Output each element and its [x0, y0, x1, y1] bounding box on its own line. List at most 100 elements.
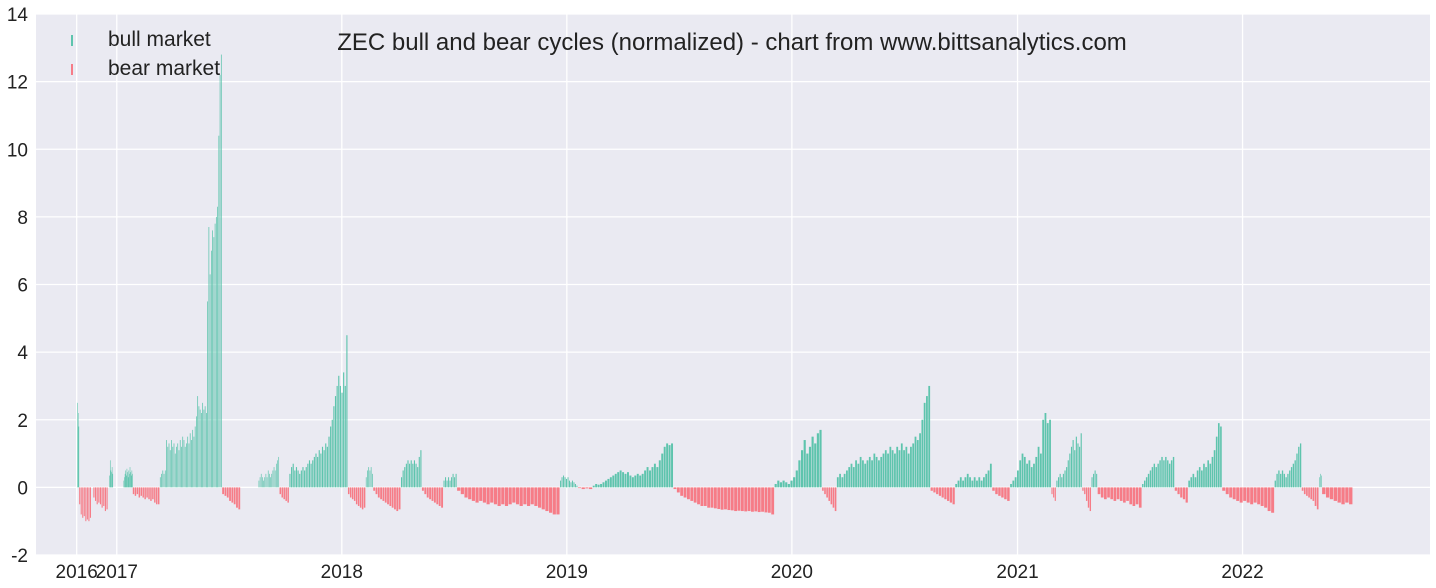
bull-bar-12-38: [923, 402, 926, 488]
bull-bar-4-2: [260, 473, 262, 488]
bear-bar-10-10: [707, 487, 711, 508]
bull-bar-11-10: [800, 450, 804, 488]
bear-bar-20-6: [1345, 487, 1349, 503]
bull-bar-5-5: [297, 470, 299, 488]
bear-bar-10-7: [697, 487, 700, 505]
bull-bar-12-35: [916, 440, 919, 488]
bull-bar-12-23: [889, 446, 892, 488]
bull-bar-17-13: [1167, 460, 1169, 488]
bear-bar-15-0: [1082, 487, 1084, 491]
bull-bar-4-5: [264, 477, 266, 488]
bull-bar-16-2: [1094, 470, 1096, 488]
bull-bar-2-9: [129, 473, 130, 488]
bull-bar-8-4: [449, 480, 451, 488]
bull-bar-5-35: [346, 335, 348, 488]
bear-bar-8-7: [482, 487, 487, 503]
bull-bar-18-11: [1211, 456, 1214, 488]
bull-bar-3-0: [159, 477, 161, 488]
bear-bar-18-9: [1253, 487, 1257, 503]
bull-bar-1-2: [110, 470, 112, 488]
bull-bar-14-10: [1033, 463, 1035, 488]
bear-bar-8-8: [486, 487, 490, 505]
bear-bar-13-1: [995, 487, 998, 495]
bull-bar-12-27: [898, 450, 901, 488]
bull-bar-3-32: [199, 409, 201, 488]
bull-bar-18-4: [1196, 470, 1199, 488]
bull-bar-4-13: [273, 467, 275, 488]
bear-bar-6-8: [391, 487, 394, 508]
y-tick-label-0: -2: [11, 546, 28, 567]
bull-bar-4-3: [262, 477, 263, 488]
bear-bar-12-6: [947, 487, 950, 501]
bull-bar-9-3: [564, 477, 566, 488]
bear-bar-10-14: [720, 487, 724, 510]
bull-bar-3-43: [213, 237, 215, 488]
bear-bar-4-0: [279, 487, 281, 495]
bear-bar-6-6: [387, 487, 389, 505]
bull-bar-19-9: [1290, 467, 1293, 488]
bull-bar-6-1: [367, 470, 368, 488]
grid-lines: [36, 13, 1430, 556]
bull-bar-3-19: [183, 440, 185, 488]
bull-bar-5-1: [291, 467, 293, 488]
bull-bar-7-6: [410, 460, 412, 488]
bull-bar-12-11: [862, 460, 864, 488]
bull-bar-3-24: [189, 433, 191, 488]
bull-bar-14-7: [1026, 463, 1028, 488]
bear-bar-14-0: [1051, 487, 1053, 495]
bear-bar-18-8: [1250, 487, 1254, 505]
bull-bar-3-13: [176, 446, 177, 488]
bull-bar-12-10: [859, 456, 862, 488]
bear-bar-8-10: [493, 487, 498, 505]
bear-bar-20-5: [1341, 487, 1345, 505]
bull-bar-20-0: [1319, 477, 1320, 488]
bull-bar-18-7: [1203, 463, 1205, 488]
bull-bar-4-8: [267, 470, 269, 488]
bull-bar-5-21: [323, 450, 325, 488]
bear-bar-20-3: [1333, 487, 1338, 501]
bear-bar-12-1: [933, 487, 936, 493]
bear-bar-10-16: [727, 487, 731, 511]
bull-bar-12-30: [905, 446, 908, 488]
bull-bar-3-40: [209, 274, 211, 488]
bear-bar-10-27: [764, 487, 768, 513]
x-tick-label-0: 2016: [56, 562, 98, 583]
bull-bar-14-1: [1012, 480, 1015, 488]
bull-bar-3-39: [208, 227, 210, 488]
bear-bar-2-11: [154, 487, 156, 503]
bear-bar-20-4: [1337, 487, 1341, 503]
bear-bar-5-2: [351, 487, 354, 500]
bull-bar-12-5: [848, 467, 851, 488]
bull-bar-10-18: [636, 473, 639, 488]
bull-bar-14-3: [1017, 470, 1019, 488]
bear-bar-7-5: [433, 487, 436, 503]
bull-bar-6-2: [368, 467, 370, 488]
bull-bar-3-11: [173, 443, 175, 488]
legend-bull-swatch: [71, 35, 73, 46]
bear-bar-16-9: [1126, 487, 1129, 501]
bull-bar-12-37: [921, 419, 924, 488]
bull-bar-5-4: [295, 467, 298, 488]
bear-bar-3-0: [222, 487, 225, 495]
bull-bar-3-28: [194, 426, 196, 488]
bear-bar-5-6: [359, 487, 362, 508]
bull-bar-12-24: [891, 450, 894, 488]
bull-bar-9-1: [561, 477, 563, 488]
bear-bar-15-4: [1089, 487, 1092, 512]
bull-bar-12-19: [880, 456, 883, 488]
bull-bar-12-7: [852, 467, 855, 488]
bull-bar-19-7: [1287, 473, 1289, 488]
bear-bar-10-24: [754, 487, 758, 512]
bear-bar-13-0: [992, 487, 995, 491]
y-tick-label-3: 4: [17, 343, 28, 364]
bear-bar-3-1: [224, 487, 227, 496]
bull-bar-5-27: [333, 406, 335, 488]
bear-bar-10-0: [673, 487, 677, 490]
bull-bar-4-17: [278, 456, 280, 488]
bear-bar-8-23: [541, 487, 545, 510]
bear-bar-18-10: [1257, 487, 1261, 505]
bear-bar-11-2: [826, 487, 828, 498]
bull-bar-17-8: [1157, 463, 1159, 488]
bull-bar-10-5: [604, 480, 607, 488]
bull-bar-2-11: [130, 472, 131, 488]
